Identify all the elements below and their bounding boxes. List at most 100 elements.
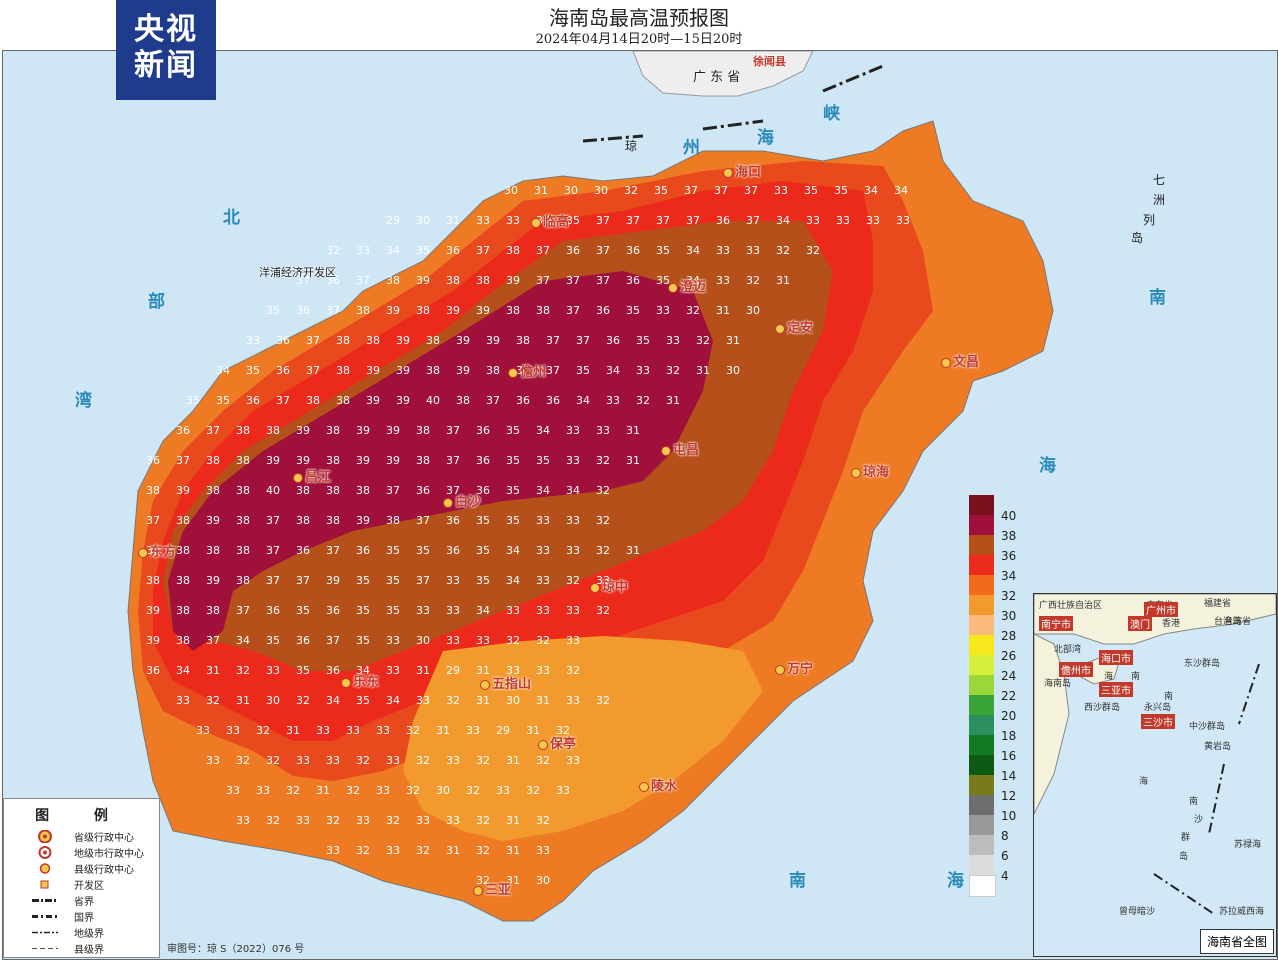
inset-label: 曾母暗沙 [1119, 907, 1156, 917]
temp-value: 33 [536, 844, 550, 857]
temp-value: 29 [386, 214, 400, 227]
city-marker[interactable]: 保亭 [538, 733, 576, 752]
city-marker[interactable]: 琼海 [851, 461, 889, 480]
temp-value: 30 [506, 694, 520, 707]
temp-value: 37 [596, 274, 610, 287]
city-marker[interactable]: 乐东 [341, 671, 379, 690]
city-label: 临高 [543, 215, 570, 230]
temp-value: 37 [356, 274, 370, 287]
scale-swatch [969, 855, 994, 875]
city-marker[interactable]: 屯昌 [661, 439, 699, 458]
city-marker[interactable]: 白沙 [443, 491, 481, 510]
temp-value: 39 [356, 424, 370, 437]
city-marker[interactable]: 万宁 [775, 658, 813, 677]
map-canvas[interactable]: 琼州海峡北部湾南海南海七洲列岛 30 31 30 30 32 35 37 37 37 33 35 35… [2, 50, 1278, 960]
temp-value: 32 [526, 784, 540, 797]
temp-value: 32 [556, 724, 570, 737]
city-marker[interactable]: 琼中 [590, 576, 628, 595]
inset-label: 中沙群岛 [1189, 722, 1226, 732]
city-marker[interactable]: 昌江 [293, 466, 331, 485]
temp-value: 33 [566, 634, 580, 647]
temp-value: 34 [864, 184, 878, 197]
scale-label: 4 [1001, 869, 1009, 883]
temp-value: 33 [476, 214, 490, 227]
temp-value: 34 [356, 664, 370, 677]
scale-swatch [969, 515, 994, 535]
temp-value: 33 [566, 454, 580, 467]
city-marker[interactable]: 定安 [775, 317, 813, 336]
temp-value: 38 [356, 304, 370, 317]
temp-value: 37 [306, 334, 320, 347]
temp-value: 31 [506, 754, 520, 767]
inset-label: 香港 [1162, 619, 1181, 629]
temp-value: 33 [596, 424, 610, 437]
temp-value: 37 [446, 484, 460, 497]
hainan-province-inset-map[interactable]: 广西壮族自治区广东省福建省台湾省南宁市广州市澳门香港台湾岛北部湾海口市儋州市海南… [1033, 593, 1277, 957]
sea-label: 北 [223, 208, 240, 228]
city-marker[interactable]: 五指山 [480, 673, 531, 692]
temp-value: 35 [296, 604, 310, 617]
county-seat-icon [538, 739, 548, 750]
temp-value: 37 [516, 364, 530, 377]
temp-value: 32 [596, 604, 610, 617]
inset-label: 永兴岛 [1144, 703, 1172, 713]
county-seat-icon [341, 677, 351, 688]
inset-label: 苏拉威西海 [1219, 907, 1265, 917]
temp-value: 35 [476, 544, 490, 557]
scale-label: 34 [1001, 569, 1017, 583]
temp-value: 35 [506, 484, 520, 497]
scale-swatch [969, 795, 994, 815]
temp-value: 32 [506, 634, 520, 647]
city-label: 三亚 [485, 883, 512, 898]
scale-swatch [969, 695, 994, 715]
county-seat-icon [138, 547, 148, 558]
city-label: 白沙 [455, 495, 482, 510]
legend-label: 开发区 [74, 881, 104, 892]
temp-value: 38 [326, 454, 340, 467]
city-marker[interactable]: 文昌 [941, 351, 979, 370]
temp-value: 32 [636, 394, 650, 407]
legend-item: 地级界 [4, 925, 159, 941]
map-legend: 图 例 省级行政中心 地级市行政中心 县级行政中心 开发区 省界 国界 地级界 县级界 [3, 798, 160, 958]
temp-value: 30 [536, 874, 550, 887]
temp-value: 31 [446, 844, 460, 857]
temp-value: 36 [176, 424, 190, 437]
city-marker[interactable]: 临高 [531, 211, 569, 230]
inset-label: 南宁市 [1039, 616, 1073, 631]
temp-value: 33 [496, 784, 510, 797]
temp-value: 33 [896, 214, 910, 227]
temp-value: 32 [776, 244, 790, 257]
city-marker[interactable]: 陵水 [639, 775, 677, 794]
temp-value: 33 [506, 604, 520, 617]
temp-value: 34 [776, 214, 790, 227]
temp-value: 39 [416, 274, 430, 287]
legend-item: 省级行政中心 [4, 829, 159, 845]
temp-value: 34 [236, 634, 250, 647]
city-marker[interactable]: 儋州 [508, 361, 546, 380]
temp-value: 39 [366, 364, 380, 377]
temp-value: 34 [686, 274, 700, 287]
temp-value: 32 [746, 274, 760, 287]
county-seat-icon [443, 497, 453, 508]
temp-value: 40 [266, 484, 280, 497]
city-marker[interactable]: 海口 [723, 161, 761, 180]
temp-value: 36 [606, 334, 620, 347]
temp-value: 39 [396, 334, 410, 347]
temp-value: 31 [236, 694, 250, 707]
temp-value: 36 [476, 424, 490, 437]
legend-label: 县级界 [74, 945, 104, 956]
city-marker[interactable]: 澄迈 [668, 276, 706, 295]
temp-value: 32 [386, 814, 400, 827]
county-seat-icon [590, 582, 600, 593]
temp-value: 33 [206, 754, 220, 767]
temp-value: 32 [476, 844, 490, 857]
temp-value: 31 [626, 424, 640, 437]
temp-value: 37 [416, 514, 430, 527]
temp-value: 34 [894, 184, 908, 197]
city-marker[interactable]: 东方 [138, 541, 176, 560]
temp-value: 38 [206, 454, 220, 467]
temp-value: 35 [246, 364, 260, 377]
temp-value: 35 [506, 424, 520, 437]
temp-value: 39 [476, 304, 490, 317]
city-marker[interactable]: 三亚 [473, 879, 511, 898]
